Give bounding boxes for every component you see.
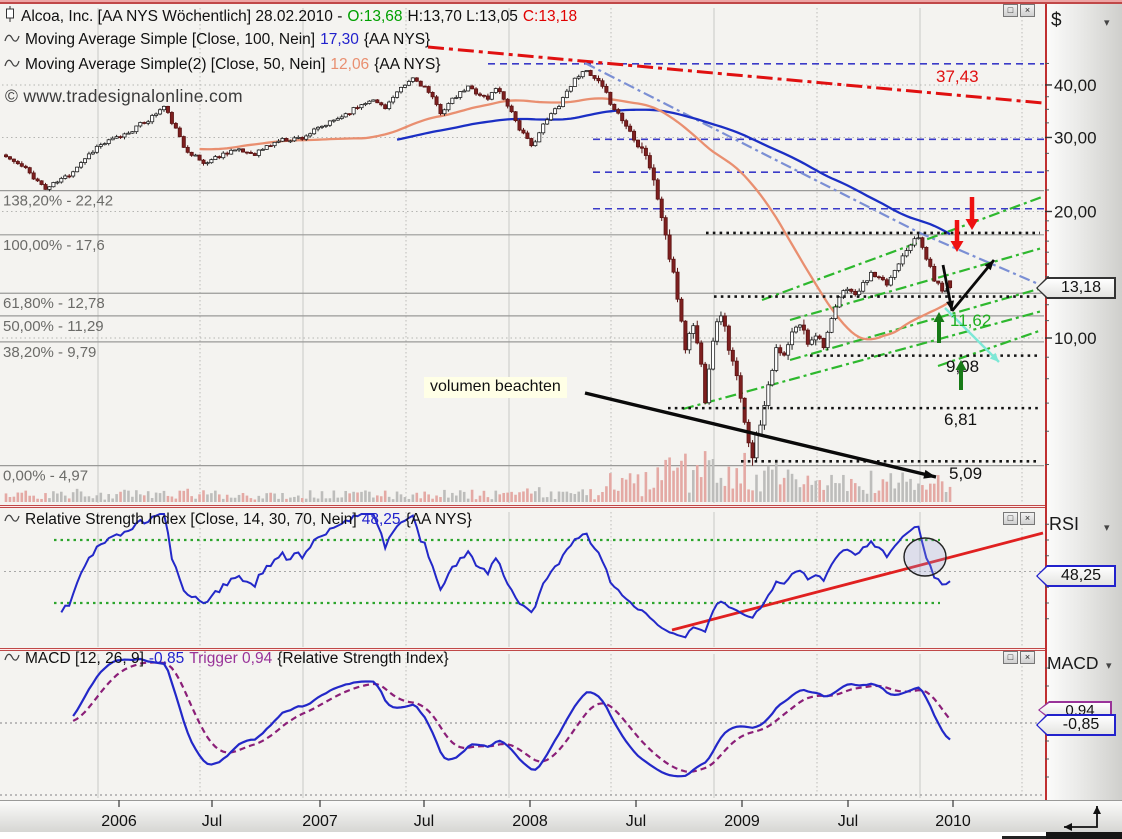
ma50-value: 12,06 [330, 56, 370, 73]
x-axis-label: 2006 [101, 813, 137, 830]
rsi-tag-value: 48,25 [1037, 566, 1115, 586]
fib-label: 61,80% - 12,78 [3, 295, 105, 312]
macd-value: -0,85 [148, 650, 185, 667]
indicator-wave-icon [4, 650, 20, 668]
fib-label: 0,00% - 4,97 [3, 468, 88, 485]
panel-separator-rsi[interactable] [0, 505, 1045, 508]
price-tag[interactable]: 13,18 [1036, 277, 1116, 299]
window-top-border [0, 0, 1122, 4]
close-button[interactable]: × [1020, 512, 1035, 525]
price-tick-label: 30,00 [1054, 128, 1097, 147]
x-axis-label: 2009 [724, 813, 760, 830]
candlestick-icon [4, 6, 16, 27]
rsi-symbol: {AA NYS} [405, 511, 472, 528]
macd-signal-tag-value: 0,94 [1039, 702, 1111, 718]
rsi-label: Relative Strength Index [Close, 14, 30, … [25, 511, 357, 528]
ma50-label: Moving Average Simple(2) [Close, 50, Nei… [25, 56, 326, 73]
price-panel-buttons: □ × [1003, 4, 1035, 17]
support-level-label: 5,09 [949, 464, 982, 483]
maximize-button[interactable]: □ [1003, 4, 1018, 17]
panel-separator-macd[interactable] [0, 648, 1045, 651]
ma50-support-label: 11,62 [950, 311, 991, 330]
maximize-button[interactable]: □ [1003, 512, 1018, 525]
price-tick-label: 20,00 [1054, 202, 1097, 221]
time-axis-strip[interactable] [0, 800, 1122, 832]
macd-axis-label: MACD [1047, 653, 1099, 673]
close-button[interactable]: × [1020, 651, 1035, 664]
x-axis-label: Jul [838, 813, 858, 830]
scroll-back-icon[interactable] [1050, 798, 1110, 834]
rsi-tag[interactable]: 48,25 [1036, 565, 1116, 587]
maximize-button[interactable]: □ [1003, 651, 1018, 664]
ma50-legend[interactable]: Moving Average Simple(2) [Close, 50, Nei… [4, 56, 441, 74]
fib-label: 50,00% - 11,29 [3, 318, 104, 335]
bottom-edge-fragment [1002, 836, 1046, 839]
chevron-down-icon[interactable]: ▾ [1104, 522, 1110, 534]
chevron-down-icon[interactable]: ▾ [1104, 17, 1110, 29]
fib-label: 38,20% - 9,79 [3, 344, 96, 361]
rsi-value: 48,25 [361, 511, 401, 528]
open-value: O:13,68 [347, 7, 403, 25]
price-tag-value: 13,18 [1037, 278, 1115, 298]
bottom-right-edge [1046, 832, 1122, 839]
support-level-label: 6,81 [944, 410, 977, 429]
price-tick-label: 10,00 [1054, 329, 1097, 348]
watermark: © www.tradesignalonline.com [5, 86, 243, 106]
ma100-value: 17,30 [320, 31, 359, 48]
indicator-wave-icon [4, 31, 20, 49]
close-button[interactable]: × [1020, 4, 1035, 17]
fib-label: 100,00% - 17,6 [3, 237, 105, 254]
bottom-margin [0, 832, 1122, 839]
chart-background [0, 4, 1045, 800]
rsi-panel-buttons: □ × [1003, 512, 1035, 525]
x-axis-label: Jul [414, 813, 434, 830]
x-axis-label: Jul [202, 813, 222, 830]
x-axis-label: 2008 [512, 813, 548, 830]
symbol-title: Alcoa, Inc. [AA NYS Wöchentlich] 28.02.2… [21, 7, 343, 25]
currency-label: $ [1051, 10, 1062, 31]
x-axis-label: 2010 [935, 813, 971, 830]
fib-label: 138,20% - 22,42 [3, 193, 113, 210]
macd-panel-buttons: □ × [1003, 651, 1035, 664]
ma100-legend[interactable]: Moving Average Simple [Close, 100, Nein]… [4, 31, 430, 49]
x-axis-label: Jul [626, 813, 646, 830]
indicator-wave-icon [4, 511, 20, 529]
price-axis-strip[interactable] [1045, 4, 1122, 800]
ma100-symbol: {AA NYS} [363, 31, 431, 48]
high-low-values: H:13,70 L:13,05 [407, 7, 518, 25]
volumen-beachten-note[interactable]: volumen beachten [424, 377, 567, 398]
rsi-axis-label: RSI [1049, 514, 1080, 534]
macd-tag[interactable]: -0,85 [1036, 714, 1116, 736]
close-value: C:13,18 [522, 7, 578, 25]
chevron-down-icon[interactable]: ▾ [1106, 660, 1112, 672]
indicator-wave-icon [4, 56, 20, 74]
macd-trigger-value: Trigger 0,94 [189, 650, 273, 667]
macd-legend[interactable]: MACD [12, 26, 9] -0,85 Trigger 0,94 {Rel… [4, 650, 449, 668]
ma50-symbol: {AA NYS} [374, 56, 441, 73]
price-panel-header: Alcoa, Inc. [AA NYS Wöchentlich] 28.02.2… [4, 6, 577, 27]
macd-tag-value: -0,85 [1037, 715, 1115, 735]
macd-label: MACD [12, 26, 9] [25, 650, 144, 667]
price-tick-label: 40,00 [1054, 76, 1097, 95]
rsi-legend[interactable]: Relative Strength Index [Close, 14, 30, … [4, 511, 472, 529]
x-axis-label: 2007 [302, 813, 338, 830]
trendline-label: 37,43 [936, 67, 979, 86]
ma100-label: Moving Average Simple [Close, 100, Nein] [25, 31, 316, 48]
macd-source: {Relative Strength Index} [277, 650, 449, 667]
